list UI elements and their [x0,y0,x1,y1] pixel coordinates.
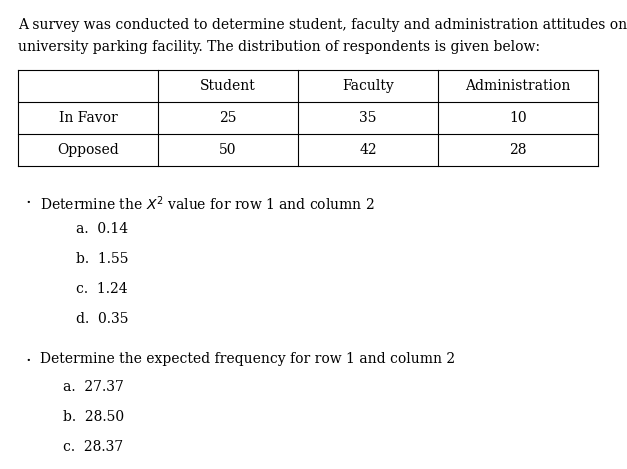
Text: A survey was conducted to determine student, faculty and administration attitude: A survey was conducted to determine stud… [18,18,627,32]
Text: Opposed: Opposed [57,143,119,157]
Text: 50: 50 [219,143,237,157]
Text: Student: Student [200,79,256,93]
Text: 28: 28 [509,143,527,157]
Text: Determine the $\mathit{X}^2$ value for row 1 and column 2: Determine the $\mathit{X}^2$ value for r… [40,194,374,212]
Text: c.  28.37: c. 28.37 [63,440,124,454]
Text: Administration: Administration [465,79,571,93]
Text: 25: 25 [219,111,237,125]
Text: a.  27.37: a. 27.37 [63,380,124,394]
Text: ·: · [25,194,31,212]
Text: b.  28.50: b. 28.50 [63,410,124,424]
Text: 42: 42 [359,143,377,157]
Text: 10: 10 [509,111,527,125]
Text: Determine the expected frequency for row 1 and column 2: Determine the expected frequency for row… [40,352,455,366]
Text: 35: 35 [359,111,377,125]
Text: b.  1.55: b. 1.55 [76,252,129,266]
Text: a.  0.14: a. 0.14 [76,222,128,236]
Text: university parking facility. The distribution of respondents is given below:: university parking facility. The distrib… [18,40,540,54]
Text: Faculty: Faculty [342,79,394,93]
Text: c.  1.24: c. 1.24 [76,282,128,296]
Text: ·: · [25,352,31,370]
Text: In Favor: In Favor [59,111,117,125]
Text: d.  0.35: d. 0.35 [76,312,129,326]
